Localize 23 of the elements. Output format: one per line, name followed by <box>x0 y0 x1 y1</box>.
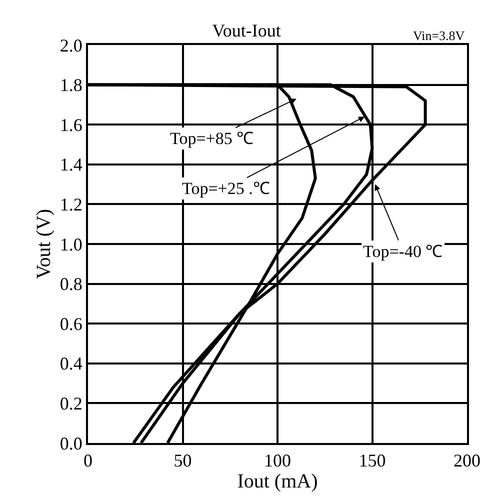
y-tick-label: 1.0 <box>60 234 82 254</box>
y-axis-title: Vout (V) <box>32 208 55 280</box>
y-tick-label: 0.8 <box>60 274 82 294</box>
x-tick-label: 0 <box>84 450 92 471</box>
x-tick-label: 200 <box>454 450 480 471</box>
annotation: Top=+25 .℃ <box>182 179 270 198</box>
annotation: Top=+85 ℃ <box>170 129 254 148</box>
y-tick-label: 1.6 <box>60 114 82 135</box>
y-tick-label: 1.4 <box>60 154 82 175</box>
y-tick-label: 2.0 <box>60 35 82 56</box>
text: Vin=3.8V <box>413 28 466 43</box>
y-tick-label: 0.0 <box>60 433 82 454</box>
y-tick-label: 1.8 <box>60 75 82 96</box>
x-tick-label: 150 <box>358 450 386 471</box>
y-tick-label: 1.2 <box>60 194 82 214</box>
chart-title: Vout-Iout <box>212 20 281 41</box>
x-tick-label: 100 <box>264 450 291 471</box>
y-tick-label: 0.6 <box>60 314 82 334</box>
y-tick-label: 0.4 <box>60 354 82 374</box>
annotation: Top=-40 ℃ <box>363 242 443 261</box>
y-tick-label: 0.2 <box>60 394 82 414</box>
x-tick-label: 50 <box>174 450 192 471</box>
x-axis-title: Iout (mA) <box>237 470 318 493</box>
